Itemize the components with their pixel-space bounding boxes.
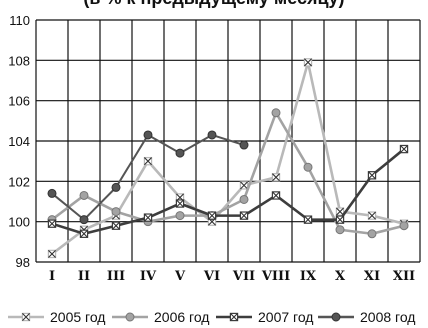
x-tick-label: II [78, 269, 90, 284]
data-point [143, 213, 153, 222]
data-point-cross [272, 173, 280, 182]
data-point-cross [48, 249, 56, 258]
y-tick-label: 106 [8, 94, 30, 109]
y-tick-label: 104 [8, 134, 30, 149]
x-tick-label: XII [393, 269, 415, 284]
legend: 2005 год 2006 год 2007 год 2008 год [8, 309, 415, 325]
data-point [239, 211, 249, 220]
data-point-cross [336, 207, 344, 216]
x-tick-label: IX [300, 269, 317, 284]
data-point-cross [400, 145, 408, 154]
data-point-cross [272, 191, 280, 200]
data-point [303, 162, 313, 172]
data-point [111, 207, 121, 217]
data-point [335, 207, 345, 216]
legend-label: 2007 год [258, 309, 313, 325]
data-point-cross [368, 211, 376, 220]
data-point [79, 215, 89, 225]
data-point [143, 130, 153, 140]
x-tick-label: I [49, 269, 55, 284]
data-point [143, 156, 153, 166]
data-point-cross [368, 171, 376, 180]
series-line [51, 133, 245, 221]
data-point [367, 171, 377, 180]
y-axis: 98 100 102 104 106 108 110 [8, 13, 30, 270]
data-point [175, 148, 185, 158]
x-tick-label: XI [364, 269, 380, 284]
legend-label: 2005 год [50, 309, 105, 325]
data-point [367, 229, 377, 239]
y-tick-label: 102 [8, 174, 30, 189]
x-axis: I II III IV V VI VII VIII IX X XI XII [49, 269, 415, 284]
data-point [303, 58, 313, 67]
data-point [47, 219, 57, 228]
data-point [239, 194, 249, 204]
x-tick-label: VIII [261, 269, 290, 284]
data-point-cross [240, 211, 248, 220]
data-point [47, 188, 57, 198]
y-tick-label: 108 [8, 53, 30, 68]
data-point [79, 190, 89, 200]
x-tick-label: X [335, 269, 346, 284]
data-point [229, 312, 239, 322]
data-point-cross [304, 58, 312, 67]
legend-label: 2006 год [154, 309, 209, 325]
x-tick-label: VI [203, 269, 220, 284]
data-point [21, 312, 31, 322]
data-point [47, 249, 57, 259]
x-tick-label: VII [232, 269, 255, 284]
data-point-cross [240, 181, 248, 190]
data-point [175, 199, 185, 208]
legend-label: 2008 год [360, 309, 415, 325]
data-point-cross [48, 219, 56, 228]
series-4 [47, 130, 249, 225]
data-point [367, 211, 377, 220]
data-point [335, 215, 345, 224]
data-point [239, 181, 249, 190]
y-tick-label: 100 [8, 215, 30, 230]
series-line [51, 111, 405, 236]
data-point-cross [304, 215, 312, 224]
data-point [303, 215, 313, 224]
y-tick-label: 110 [9, 13, 30, 28]
x-tick-label: V [174, 269, 186, 284]
data-point-cross [112, 221, 120, 230]
data-point [331, 312, 341, 322]
y-tick-label: 98 [16, 255, 30, 270]
x-tick-label: III [107, 269, 125, 284]
data-point [271, 108, 281, 118]
data-point [125, 312, 135, 322]
x-tick-label: IV [140, 269, 157, 284]
series-line [51, 148, 405, 236]
data-point-cross [144, 213, 152, 222]
data-point-cross [22, 313, 30, 321]
data-point [175, 211, 185, 221]
data-point-cross [230, 313, 238, 321]
data-point [239, 140, 249, 150]
data-point [207, 211, 217, 220]
data-point [399, 144, 409, 154]
data-point [335, 225, 345, 235]
series-layer [47, 58, 409, 259]
data-point-cross [176, 199, 184, 208]
data-point [79, 229, 89, 238]
data-point-cross [208, 211, 216, 220]
data-point [111, 221, 121, 230]
data-point [399, 221, 409, 231]
chart-title: (в % к предыдущему месяцу) [83, 0, 344, 8]
data-point-cross [80, 229, 88, 238]
data-point [271, 173, 281, 182]
series-3 [47, 144, 409, 238]
data-point [207, 130, 217, 140]
data-point [111, 182, 121, 192]
data-point-cross [336, 215, 344, 224]
data-point-cross [144, 157, 152, 166]
data-point [271, 191, 281, 200]
